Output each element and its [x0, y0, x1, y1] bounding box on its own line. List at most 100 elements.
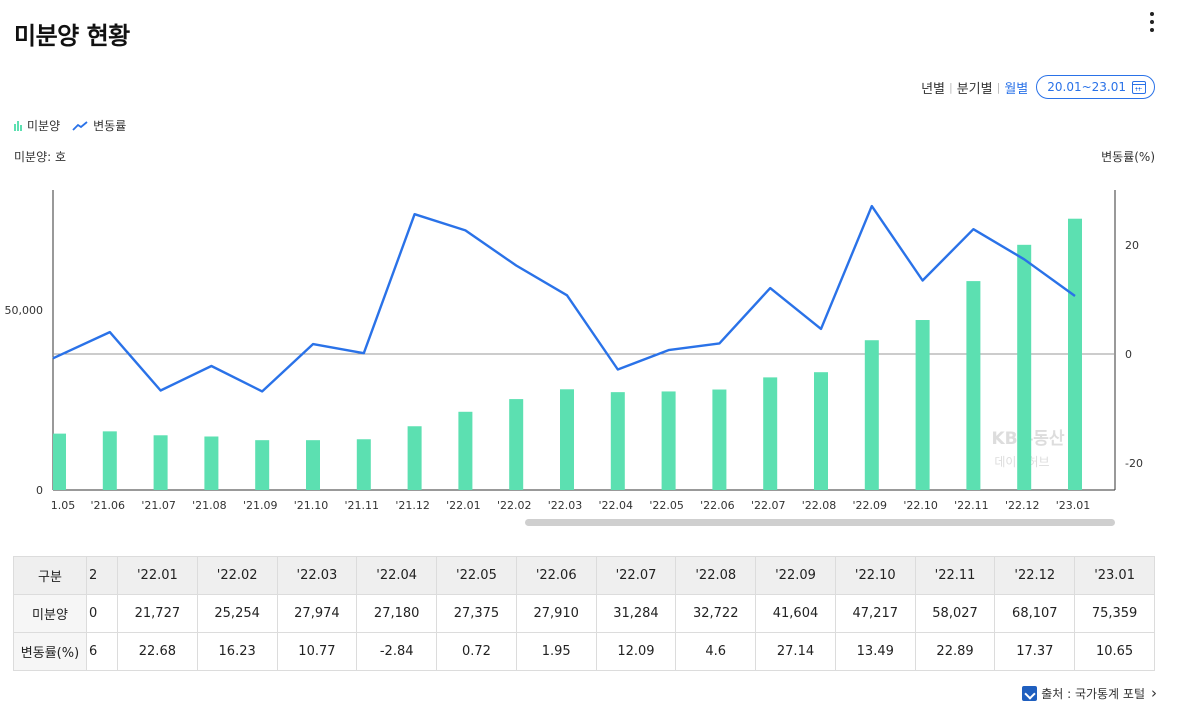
table-cell: 31,284	[595, 594, 677, 633]
table-cell: 27.14	[755, 632, 836, 671]
left-axis-tick-label: 50,000	[5, 304, 44, 317]
bar	[1017, 244, 1032, 490]
bar	[1068, 218, 1082, 491]
table-column-header: '22.09	[755, 556, 836, 595]
table-column-header: '22.07	[595, 556, 677, 595]
table-column-header: '22.12	[994, 556, 1076, 595]
table-cell: 27,180	[356, 594, 438, 633]
source-label: 출처 : 국가통계 포털	[1041, 686, 1145, 701]
table-cell: 13.49	[834, 632, 916, 671]
table-cell: 17.37	[994, 632, 1076, 671]
bar	[458, 411, 473, 490]
table-cell: 0.72	[436, 632, 517, 671]
x-tick-label: '22.06	[700, 499, 735, 512]
legend-item-line[interactable]: 변동률	[72, 117, 126, 134]
table-cell: 25,254	[196, 594, 278, 633]
table-column-header: '22.08	[675, 556, 757, 595]
x-tick-label: '22.05	[649, 499, 684, 512]
table-cell: 10.65	[1074, 632, 1155, 671]
right-axis-unit: 변동률(%)	[1101, 150, 1155, 164]
bar	[153, 435, 168, 490]
date-range-label: 20.01~23.01	[1047, 80, 1126, 94]
table-column-header: '22.06	[515, 556, 597, 595]
table-cell: 41,604	[755, 594, 836, 633]
left-axis-unit: 미분양: 호	[14, 150, 67, 164]
chevron-right-icon: ›	[1151, 684, 1157, 702]
table-cell: 32,722	[675, 594, 757, 633]
table-row-header: 구분	[13, 556, 87, 595]
calendar-icon	[1132, 80, 1146, 94]
table-cell: 10.77	[276, 632, 358, 671]
table-column-header: '22.11	[914, 556, 996, 595]
x-tick-label: '21.06	[91, 499, 126, 512]
legend-label-bar: 미분양	[27, 119, 61, 133]
table-header-row: 구분 2 '22.01'22.02'22.03'22.04'22.05'22.0…	[13, 556, 1155, 595]
tab-divider: |	[948, 80, 953, 94]
table-column-header: '22.04	[356, 556, 438, 595]
table-cell: 27,974	[276, 594, 358, 633]
right-axis-tick-label: 20	[1125, 239, 1139, 252]
bar	[204, 436, 219, 490]
right-axis-tick-label: 0	[1125, 348, 1132, 361]
table-cell: 21,727	[117, 594, 198, 633]
table-column-header: '23.01	[1074, 556, 1155, 595]
x-tick-label: '21.09	[243, 499, 278, 512]
table-cell: 1.95	[515, 632, 597, 671]
bar	[407, 426, 422, 490]
x-tick-label: '22.01	[446, 499, 481, 512]
x-tick-label: '22.04	[599, 499, 634, 512]
table-cell: 22.89	[914, 632, 996, 671]
table-row-label: 미분양	[13, 594, 87, 633]
table-row: 미분양 0 21,727 25,254 27,974 27,180 27,375 27,9…	[13, 594, 1155, 633]
combo-chart: 050,000-20020KB부동산데이터허브1.05'21.06'21.07'…	[5, 190, 1143, 512]
bar	[102, 431, 117, 490]
source-link[interactable]: 출처 : 국가통계 포털 ›	[1022, 684, 1157, 702]
bar	[915, 320, 930, 490]
table-cell: 47,217	[834, 594, 916, 633]
x-tick-label: '22.10	[903, 499, 938, 512]
table-column-header: '22.01	[117, 556, 198, 595]
x-tick-label: '21.10	[294, 499, 329, 512]
table-cell: 27,375	[436, 594, 517, 633]
table-column-header: '22.03	[276, 556, 358, 595]
x-tick-label: '21.11	[345, 499, 380, 512]
bar	[661, 391, 676, 490]
table-cut-cell: 6	[86, 632, 118, 671]
date-range-button[interactable]: 20.01~23.01	[1036, 75, 1155, 99]
table-cell: 12.09	[595, 632, 677, 671]
bar	[864, 340, 879, 490]
bar	[814, 372, 828, 490]
legend-label-line: 변동률	[93, 119, 127, 133]
more-menu-icon[interactable]	[1140, 10, 1164, 34]
left-axis-tick-label: 0	[36, 484, 43, 497]
data-table: 구분 2 '22.01'22.02'22.03'22.04'22.05'22.0…	[13, 556, 1155, 671]
x-tick-label: '21.08	[192, 499, 227, 512]
x-tick-label: '21.12	[395, 499, 430, 512]
table-cell: 68,107	[994, 594, 1076, 633]
tab-monthly[interactable]: 월별	[1004, 81, 1029, 97]
table-cell: -2.84	[356, 632, 438, 671]
right-axis-tick-label: -20	[1125, 457, 1143, 470]
table-column-header: '22.02	[196, 556, 278, 595]
x-tick-label: 1.05	[51, 499, 76, 512]
chart-legend: 미분양 변동률	[14, 117, 126, 134]
legend-item-bar[interactable]: 미분양	[14, 117, 60, 134]
period-selector: 년별 | 분기별 | 월별 20.01~23.01	[921, 75, 1155, 99]
tab-divider: |	[996, 80, 1001, 94]
bar	[53, 433, 66, 490]
chart-scrollbar[interactable]	[525, 519, 1115, 526]
x-tick-label: '22.11	[954, 499, 989, 512]
table-column-header: '22.05	[436, 556, 517, 595]
table-cut-cell: 2	[86, 556, 118, 595]
line-chart-icon	[72, 120, 88, 131]
bar	[356, 439, 371, 490]
tab-yearly[interactable]: 년별	[921, 81, 945, 97]
bar	[560, 389, 574, 490]
tab-quarterly[interactable]: 분기별	[956, 81, 993, 97]
table-cell: 58,027	[914, 594, 996, 633]
x-tick-label: '22.07	[751, 499, 786, 512]
table-cell: 4.6	[675, 632, 757, 671]
table-row: 변동률(%) 6 22.68 16.23 10.77 -2.84 0.72 1.95 12.…	[13, 632, 1155, 671]
table-cell: 16.23	[196, 632, 278, 671]
x-tick-label: '22.08	[802, 499, 837, 512]
